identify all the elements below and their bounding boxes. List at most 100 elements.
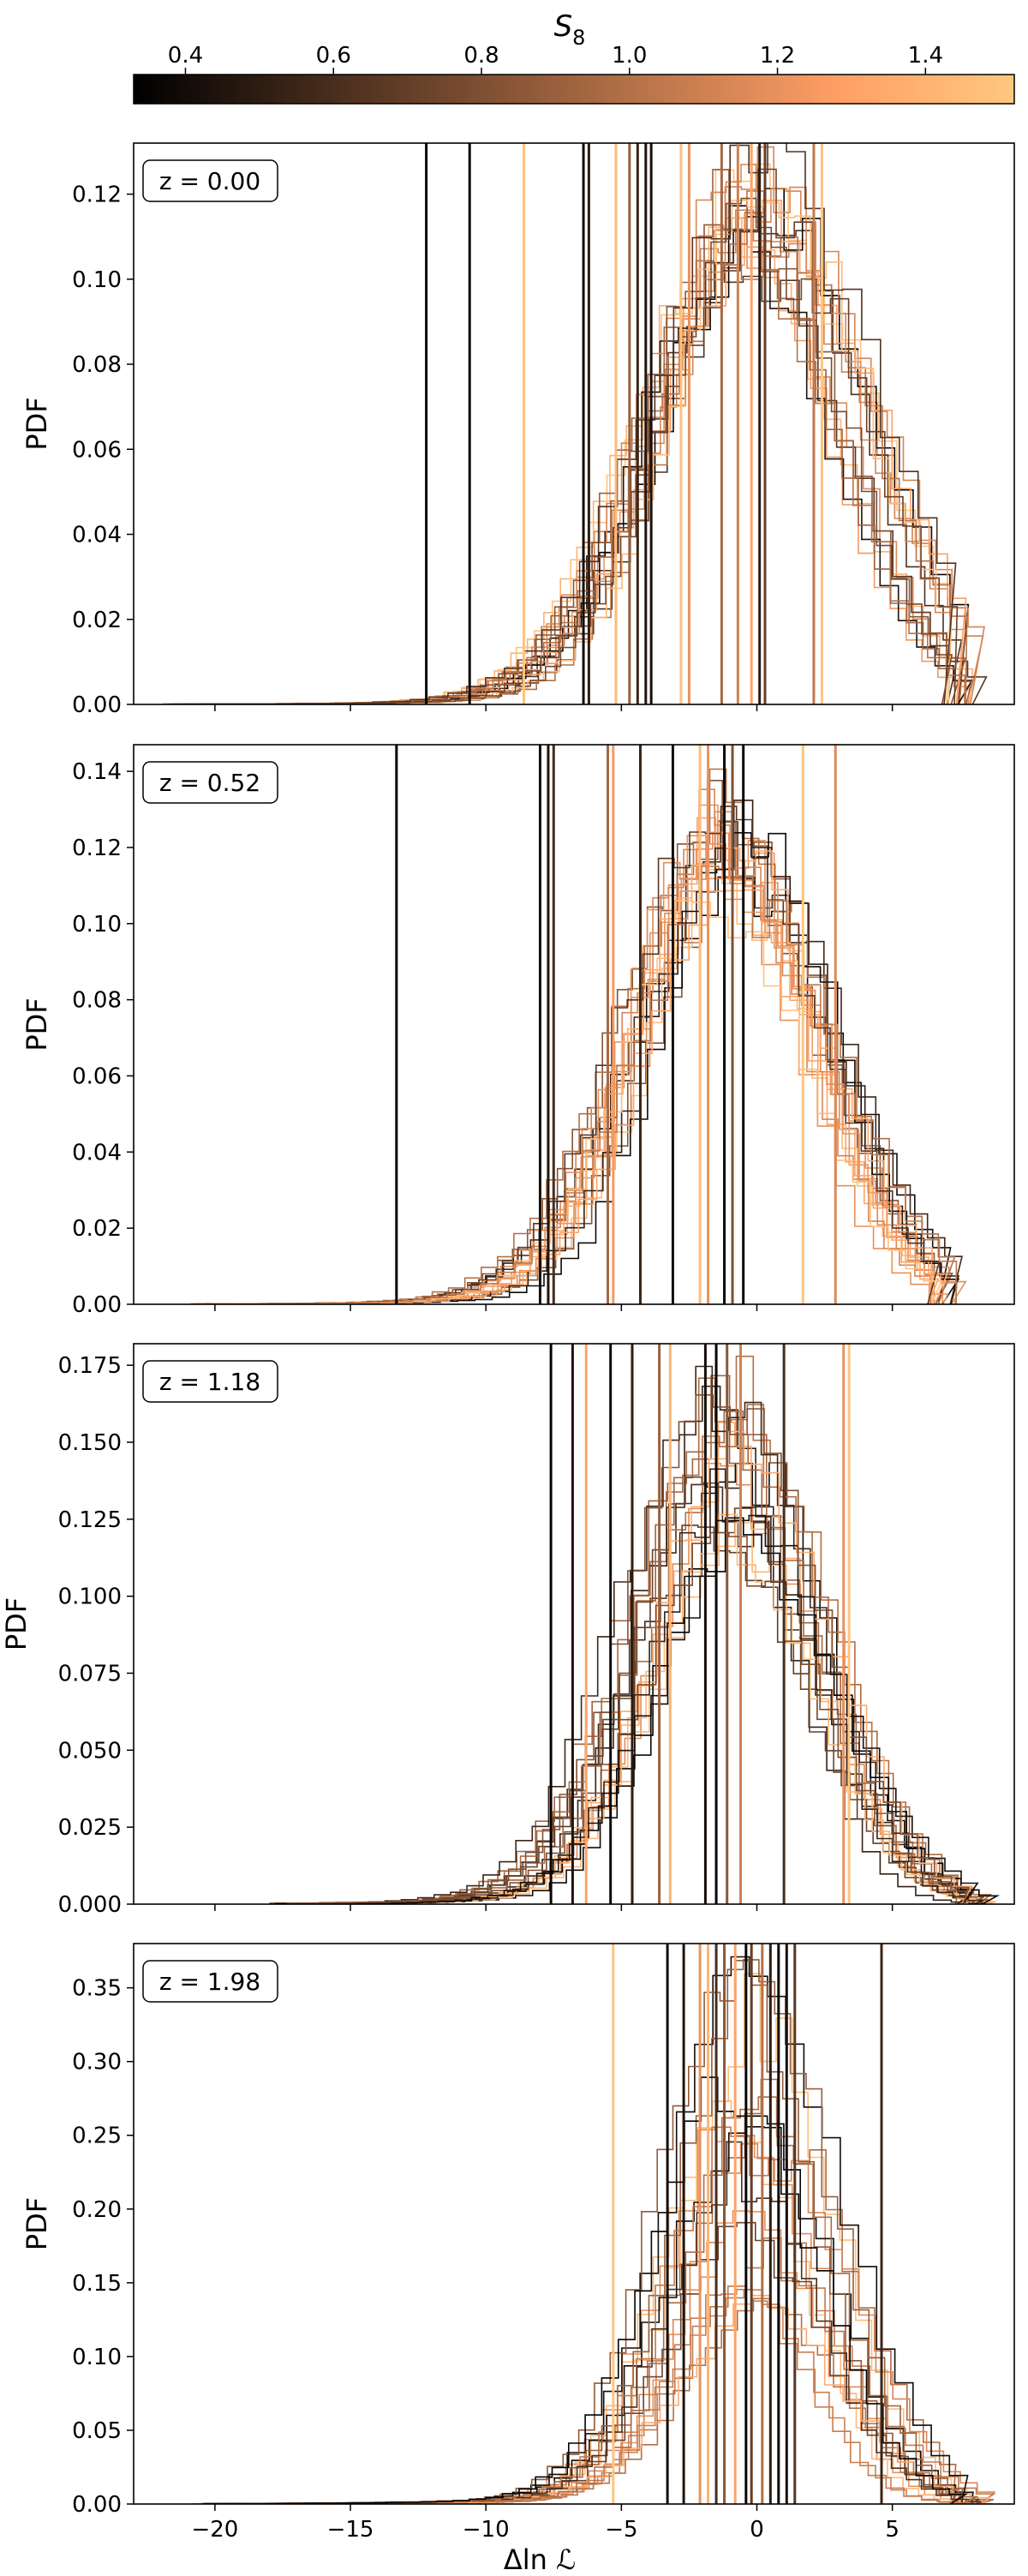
y-tick-label: 0.20 <box>72 2197 122 2223</box>
panel-3: 0.000 0.025 0.050 0.075 0.100 0.125 0.150 0.175… <box>0 1343 1015 1918</box>
y-tick-label: 0.125 <box>58 1507 122 1533</box>
histogram-series <box>274 1514 979 1904</box>
histogram-series <box>224 2129 964 2504</box>
redshift-label: z = 0.00 <box>159 167 260 195</box>
histogram-series <box>190 889 948 1304</box>
histogram-series <box>293 1422 996 1904</box>
histogram-series <box>212 820 953 1304</box>
y-tick-label: 0.150 <box>58 1430 122 1456</box>
histogram-series <box>224 869 934 1304</box>
y-tick-label: 0.15 <box>72 2271 122 2297</box>
axes-frame <box>133 142 1015 705</box>
colorbar-tick-label: 0.8 <box>463 43 499 69</box>
y-tick-label: 0.30 <box>72 2050 122 2076</box>
histogram-series <box>277 1377 959 1904</box>
histogram-series <box>269 1468 984 1904</box>
y-tick-label: 0.02 <box>72 608 122 633</box>
x-tick-label: 5 <box>885 2517 900 2543</box>
colorbar-tick-label: 1.0 <box>612 43 647 69</box>
y-tick-label: 0.000 <box>58 1892 122 1918</box>
histogram-series <box>204 2076 969 2504</box>
y-tick-label: 0.04 <box>72 523 122 548</box>
histogram-series <box>200 261 988 704</box>
axes-frame <box>133 1943 1015 2505</box>
panels: 0.00 0.02 0.04 0.06 0.08 0.10 0.12 PDF z = 0.00 0… <box>0 142 1015 2576</box>
colorbar-tick-label: 0.6 <box>316 43 351 69</box>
histogram-series <box>200 2100 982 2504</box>
y-tick-label: 0.12 <box>72 183 122 208</box>
histogram-series <box>191 866 958 1304</box>
y-tick-label: 0.25 <box>72 2124 122 2149</box>
histogram-series <box>218 1973 970 2504</box>
redshift-badge <box>142 1360 278 1403</box>
y-axis-label: PDF <box>21 2197 53 2250</box>
y-tick-label: 0.05 <box>72 2418 122 2444</box>
y-tick-label: 0.08 <box>72 352 122 378</box>
y-tick-label: 0.12 <box>72 836 122 861</box>
histogram-series <box>303 1375 989 1904</box>
x-tick-label: 0 <box>750 2517 764 2543</box>
plot-area <box>192 1944 996 2504</box>
y-tick-label: 0.10 <box>72 267 122 293</box>
plot-area <box>269 1344 1001 1904</box>
y-axis-label: PDF <box>21 997 53 1051</box>
redshift-badge <box>142 159 278 202</box>
histogram-series <box>198 217 964 704</box>
colorbar-tick-label: 0.4 <box>168 43 203 69</box>
histogram-series <box>212 2096 977 2504</box>
histogram-series <box>272 1476 967 1904</box>
histogram-series <box>270 1430 973 1904</box>
colorbar: S8 0.4 0.6 0.8 1.0 1.2 1.4 <box>133 9 1015 105</box>
y-tick-label: 0.14 <box>72 759 122 785</box>
y-tick-label: 0.35 <box>72 1976 122 2002</box>
redshift-label: z = 1.18 <box>159 1368 260 1396</box>
y-tick-label: 0.00 <box>72 2492 122 2518</box>
y-tick-label: 0.02 <box>72 1216 122 1242</box>
plot-area <box>189 745 967 1304</box>
histogram-series <box>212 900 943 1304</box>
histogram-series <box>189 200 967 704</box>
colorbar-tick-label: 1.2 <box>760 43 795 69</box>
y-tick-label: 0.08 <box>72 988 122 1014</box>
colorbar-gradient <box>133 74 1015 105</box>
x-tick-label: −20 <box>191 2517 238 2543</box>
x-tick-label: −5 <box>605 2517 637 2543</box>
y-tick-label: 0.06 <box>72 1063 122 1089</box>
y-tick-label: 0.04 <box>72 1140 122 1165</box>
y-tick-label: 0.175 <box>58 1353 122 1379</box>
plot-area <box>162 143 988 704</box>
redshift-label: z = 0.52 <box>159 769 260 797</box>
histogram-series <box>270 1365 976 1904</box>
y-tick-label: 0.06 <box>72 437 122 463</box>
y-tick-label: 0.10 <box>72 912 122 938</box>
x-axis-label: Δln ℒ <box>504 2543 576 2576</box>
y-axis-label: PDF <box>21 397 53 450</box>
colorbar-ticks: 0.4 0.6 0.8 1.0 1.2 1.4 <box>168 43 943 75</box>
histogram-series <box>177 168 959 704</box>
histogram-series <box>192 2078 957 2504</box>
redshift-badge <box>142 1960 278 2003</box>
x-tick-label: −15 <box>327 2517 374 2543</box>
panel-4: 0.00 0.05 0.10 0.15 0.20 0.25 0.30 0.35 −20 −15 −1… <box>21 1943 1015 2576</box>
redshift-label: z = 1.98 <box>159 1968 260 1996</box>
y-tick-label: 0.075 <box>58 1661 122 1686</box>
histogram-series <box>286 1394 970 1904</box>
y-tick-label: 0.050 <box>58 1738 122 1764</box>
y-tick-label: 0.100 <box>58 1585 122 1610</box>
histogram-series <box>202 821 964 1304</box>
redshift-badge <box>142 761 278 804</box>
histogram-series <box>205 806 941 1304</box>
colorbar-label: S8 <box>554 9 586 50</box>
y-tick-label: 0.10 <box>72 2345 122 2370</box>
histogram-series <box>220 788 931 1304</box>
histogram-series <box>201 2141 982 2504</box>
y-axis-label: PDF <box>0 1597 33 1650</box>
colorbar-tick-label: 1.4 <box>908 43 943 69</box>
axes-frame <box>133 1343 1015 1905</box>
histogram-series <box>209 800 960 1304</box>
y-tick-label: 0.00 <box>72 692 122 718</box>
histogram-series <box>272 1462 979 1904</box>
panel-2: 0.00 0.02 0.04 0.06 0.08 0.10 0.12 0.14 PDF z = 0… <box>21 744 1015 1318</box>
x-tick-label: −10 <box>463 2517 510 2543</box>
